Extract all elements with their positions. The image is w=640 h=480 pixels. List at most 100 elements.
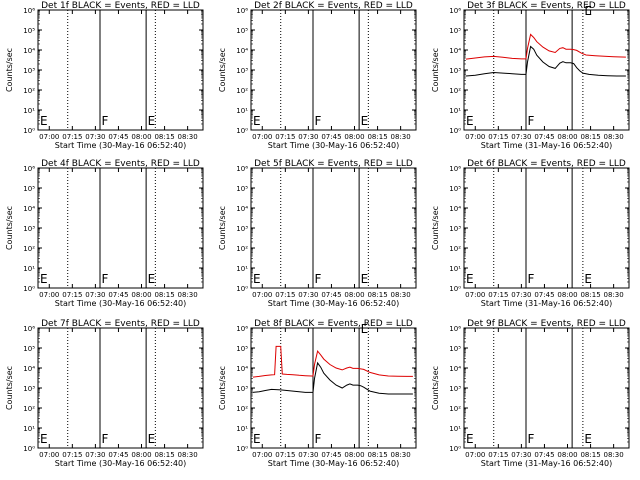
x-tick-label: 07:00 [39,291,59,299]
x-tick-label: 07:45 [321,133,341,141]
region-marker-e: E [466,272,474,286]
x-axis-label: Start Time (30-May-16 06:52:40) [55,141,186,150]
region-marker-f: F [102,432,109,446]
region-marker-e: E [361,272,369,286]
x-tick-label: 07:15 [275,291,295,299]
y-tick-label: 10⁵ [449,27,461,35]
x-tick-label: 07:30 [85,451,105,459]
panel-title: Det 1f BLACK = Events, RED = LLD [41,1,200,11]
y-tick-label: 10¹ [23,425,35,433]
y-tick-label: 10⁴ [23,365,35,373]
x-tick-label: 07:30 [511,133,531,141]
detector-panel-5: Det 5f BLACK = Events, RED = LLD 10⁰ 10¹ 10… [218,159,417,308]
x-tick-label: 07:45 [108,291,128,299]
x-tick-label: 08:00 [557,133,577,141]
y-tick-label: 10⁰ [449,127,461,135]
x-tick-label: 08:15 [154,133,174,141]
y-tick-label: 10⁶ [23,7,35,15]
y-tick-label: 10³ [236,67,248,75]
x-tick-label: 07:00 [252,133,272,141]
x-tick-label: 08:15 [580,133,600,141]
y-tick-label: 10⁴ [23,205,35,213]
y-tick-label: 10⁴ [236,47,248,55]
x-tick-label: 07:00 [252,291,272,299]
y-tick-label: 10⁰ [236,285,248,293]
detector-panel-9: Det 9f BLACK = Events, RED = LLD 10⁰ 10¹ 10… [431,319,630,468]
y-tick-label: 10⁵ [449,185,461,193]
y-tick-label: 10³ [23,225,35,233]
y-tick-label: 10³ [236,385,248,393]
y-tick-label: 10⁶ [236,7,248,15]
plot-frame [37,327,204,449]
x-tick-label: 08:15 [367,291,387,299]
region-marker-e: E [148,432,156,446]
y-tick-label: 10⁵ [236,27,248,35]
y-tick-label: 10⁶ [236,325,248,333]
y-tick-label: 10⁰ [23,127,35,135]
y-tick-label: 10⁶ [236,165,248,173]
events-series-line [465,45,626,77]
y-tick-label: 10⁶ [449,165,461,173]
y-tick-label: 10⁵ [23,185,35,193]
region-marker-e: E [40,432,48,446]
x-tick-label: 08:00 [557,291,577,299]
region-marker-e: E [253,114,261,128]
x-tick-label: 07:45 [108,451,128,459]
y-tick-label: 10³ [236,225,248,233]
detector-panel-8: Det 8f BLACK = Events, RED = LLD 10⁰ 10¹ 10… [218,319,417,468]
y-tick-label: 10⁶ [23,165,35,173]
y-tick-label: 10⁶ [23,325,35,333]
y-tick-label: 10³ [23,385,35,393]
y-axis-label: Counts/sec [218,48,227,92]
region-marker-e: E [361,322,369,336]
region-marker-e: E [584,4,592,18]
region-marker-f: F [315,432,322,446]
region-marker-e: E [584,432,592,446]
y-tick-label: 10² [23,405,35,413]
detector-panel-3: Det 3f BLACK = Events, RED = LLD 10⁰ 10¹ 10… [431,1,630,150]
x-tick-label: 07:15 [62,291,82,299]
y-tick-label: 10² [449,87,461,95]
x-tick-label: 07:45 [108,133,128,141]
x-tick-label: 07:00 [465,133,485,141]
y-tick-label: 10⁵ [23,27,35,35]
x-axis-label: Start Time (31-May-16 06:52:40) [481,141,612,150]
region-marker-e: E [148,114,156,128]
events-series-line [252,361,413,395]
x-tick-label: 07:30 [85,291,105,299]
y-tick-label: 10⁴ [449,47,461,55]
x-tick-label: 07:00 [465,451,485,459]
y-tick-label: 10² [236,245,248,253]
region-marker-f: F [528,114,535,128]
x-tick-label: 07:45 [534,133,554,141]
x-tick-label: 08:30 [604,133,624,141]
lld-series-line [252,345,413,378]
region-marker-e: E [148,272,156,286]
x-tick-label: 07:30 [511,451,531,459]
x-tick-label: 08:15 [580,291,600,299]
detector-panel-1: Det 1f BLACK = Events, RED = LLD 10⁰ 10¹ 10… [5,1,204,150]
x-tick-label: 08:30 [178,451,198,459]
region-marker-e: E [466,114,474,128]
y-tick-label: 10² [23,245,35,253]
y-tick-label: 10² [449,245,461,253]
x-tick-label: 07:30 [298,451,318,459]
y-tick-label: 10³ [23,67,35,75]
x-tick-label: 07:30 [298,133,318,141]
y-tick-label: 10⁵ [449,345,461,353]
y-tick-label: 10⁴ [449,205,461,213]
plot-frame [37,167,204,289]
x-tick-label: 08:30 [391,133,411,141]
x-tick-label: 07:45 [321,451,341,459]
x-tick-label: 07:15 [275,133,295,141]
x-tick-label: 07:30 [85,133,105,141]
x-axis-label: Start Time (30-May-16 06:52:40) [55,459,186,468]
x-tick-label: 07:15 [488,451,508,459]
region-marker-e: E [584,272,592,286]
panel-title: Det 4f BLACK = Events, RED = LLD [41,159,200,169]
x-tick-label: 08:30 [178,291,198,299]
panel-title: Det 3f BLACK = Events, RED = LLD [467,1,626,11]
panel-title: Det 2f BLACK = Events, RED = LLD [254,1,413,11]
x-tick-label: 07:45 [321,291,341,299]
region-marker-e: E [40,272,48,286]
